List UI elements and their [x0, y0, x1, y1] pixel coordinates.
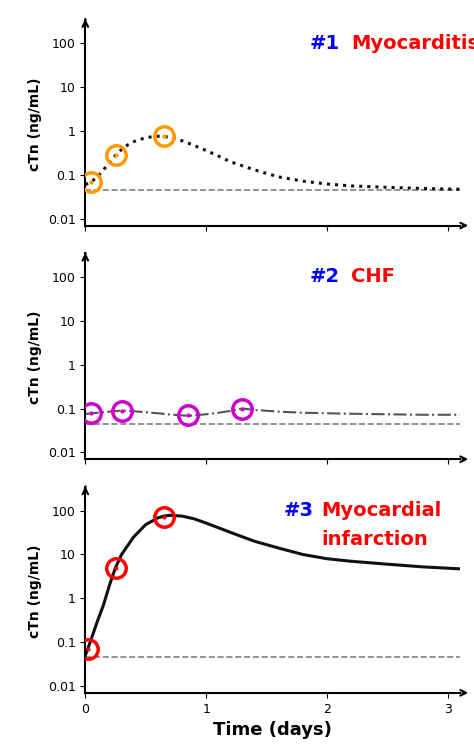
Text: #2: #2 — [310, 267, 340, 286]
Text: #1: #1 — [310, 34, 340, 53]
X-axis label: Time (days): Time (days) — [213, 721, 332, 739]
Y-axis label: cTn (ng/mL): cTn (ng/mL) — [28, 545, 42, 638]
Text: #3: #3 — [284, 501, 314, 520]
Text: Myocardial: Myocardial — [321, 501, 441, 520]
Text: Myocarditis: Myocarditis — [351, 34, 474, 53]
Y-axis label: cTn (ng/mL): cTn (ng/mL) — [28, 311, 42, 405]
Y-axis label: cTn (ng/mL): cTn (ng/mL) — [28, 77, 42, 171]
Text: infarction: infarction — [321, 530, 428, 548]
Text: CHF: CHF — [351, 267, 395, 286]
